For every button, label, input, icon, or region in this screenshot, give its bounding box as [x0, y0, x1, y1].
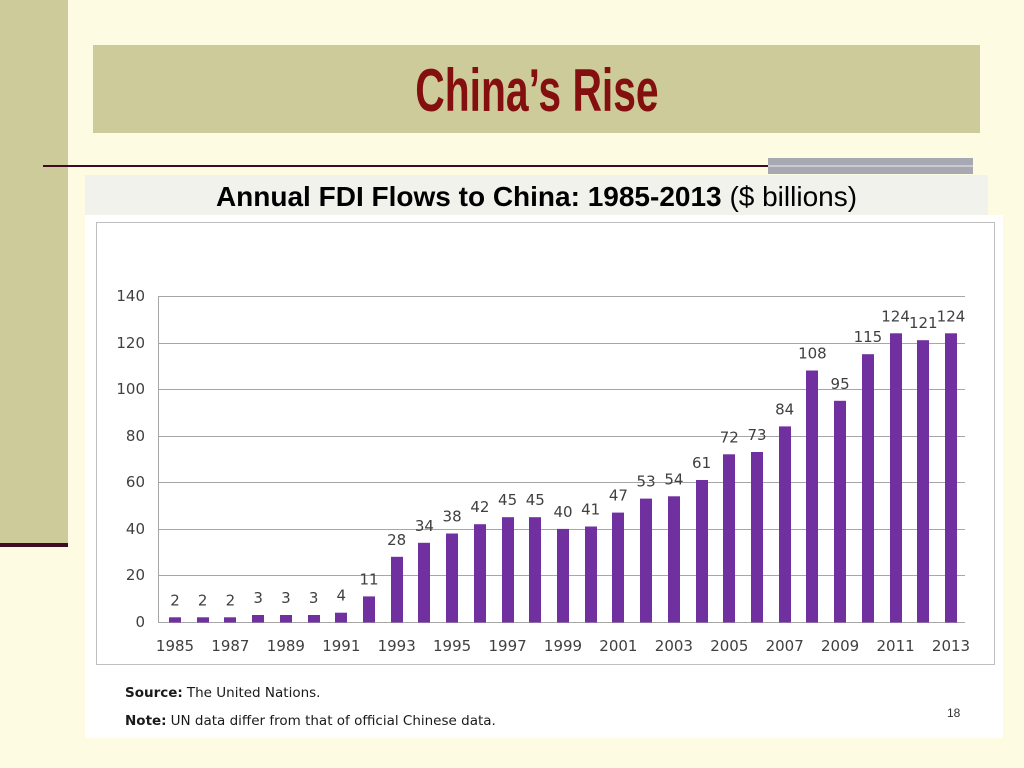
x-tick-label: 1997: [489, 637, 527, 655]
title-banner: China’s Rise: [93, 45, 980, 133]
data-label-1989: 3: [281, 589, 291, 607]
source-label: Source:: [125, 685, 183, 701]
data-label-1999: 40: [553, 503, 572, 521]
bar-2008: [806, 370, 818, 623]
data-label-2006: 73: [747, 426, 766, 444]
chart-title-unit: ($ billions): [729, 181, 858, 212]
bar-1993: [391, 556, 403, 623]
data-label-2013: 124: [937, 307, 966, 325]
y-tick-label: 60: [126, 473, 145, 491]
x-tick-label: 1985: [156, 637, 194, 655]
bar-2006: [751, 452, 763, 623]
bar-1987: [224, 617, 236, 623]
bar-2007: [779, 426, 791, 623]
data-label-1993: 28: [387, 531, 406, 549]
data-label-2010: 115: [854, 328, 883, 346]
title-divider-line: [43, 165, 770, 167]
x-tick-label: 2007: [766, 637, 804, 655]
x-tick-label: 2003: [655, 637, 693, 655]
x-tick-label: 2009: [821, 637, 859, 655]
bar-1988: [252, 615, 264, 623]
y-tick-label: 140: [116, 287, 145, 305]
bar-1989: [280, 615, 292, 623]
x-tick-label: 2005: [710, 637, 748, 655]
bar-1999: [557, 528, 569, 623]
data-note: Note: UN data differ from that of officia…: [125, 712, 496, 730]
title-divider-block-stripe: [768, 165, 973, 167]
data-label-2002: 53: [637, 473, 656, 491]
y-tick-label: 100: [116, 380, 145, 398]
data-label-1997: 45: [498, 491, 517, 509]
data-label-2004: 61: [692, 454, 711, 472]
data-label-2012: 121: [909, 314, 938, 332]
bar-2003: [668, 496, 680, 623]
note-label: Note:: [125, 713, 167, 729]
bar-1990: [308, 615, 320, 623]
bar-2010: [862, 354, 874, 623]
bar-1995: [446, 533, 458, 623]
data-label-2011: 124: [881, 307, 910, 325]
chart-title: Annual FDI Flows to China: 1985-2013: [215, 181, 722, 212]
bar-1986: [197, 617, 209, 623]
data-label-2007: 84: [775, 400, 794, 418]
data-label-2005: 72: [720, 428, 739, 446]
left-accent-rule: [0, 543, 68, 547]
x-tick-label: 1995: [433, 637, 471, 655]
x-tick-label: 2001: [599, 637, 637, 655]
data-label-1994: 34: [415, 517, 434, 535]
x-tick-label: 2013: [932, 637, 970, 655]
data-label-2003: 54: [664, 470, 683, 488]
data-label-2001: 47: [609, 487, 628, 505]
data-label-1990: 3: [309, 589, 319, 607]
data-label-1992: 11: [359, 570, 378, 588]
bar-2011: [890, 333, 902, 623]
note-text: UN data differ from that of official Chi…: [170, 713, 496, 729]
bar-1991: [335, 612, 347, 623]
x-tick-label: 2011: [877, 637, 915, 655]
data-label-1987: 2: [226, 591, 236, 609]
data-label-2000: 41: [581, 501, 600, 519]
source-text: The United Nations.: [186, 685, 321, 701]
data-label-1991: 4: [337, 587, 347, 605]
data-label-2009: 95: [831, 375, 850, 393]
slide-title: China’s Rise: [414, 57, 659, 124]
x-tick-label: 1987: [211, 637, 249, 655]
x-tick-label: 1993: [378, 637, 416, 655]
bar-2000: [585, 526, 597, 623]
data-label-1998: 45: [526, 491, 545, 509]
data-label-2008: 108: [798, 345, 827, 363]
page-number: 18: [947, 706, 961, 720]
x-tick-label: 1989: [267, 637, 305, 655]
bar-2009: [834, 400, 846, 623]
bar-2013: [945, 333, 957, 623]
bar-1998: [529, 517, 541, 623]
bar-1994: [418, 542, 430, 623]
bar-1996: [474, 524, 486, 623]
bar-2002: [640, 498, 652, 623]
left-accent-bar: [0, 0, 68, 543]
x-tick-label: 1991: [322, 637, 360, 655]
y-tick-label: 20: [126, 566, 145, 584]
chart-frame: 0 20 40 60 80 100 120 140 2 2 2 3 3 3 4 11 28 34 38 42 45 45 4…: [96, 222, 995, 665]
y-tick-label: 120: [116, 334, 145, 352]
bar-1992: [363, 596, 375, 623]
bar-1985: [169, 617, 181, 623]
data-label-1986: 2: [198, 591, 208, 609]
y-tick-label: 40: [126, 520, 145, 538]
bar-2001: [612, 512, 624, 623]
bar-1997: [502, 517, 514, 623]
data-label-1996: 42: [470, 498, 489, 516]
bar-2005: [723, 454, 735, 623]
x-tick-label: 1999: [544, 637, 582, 655]
bar-2012: [917, 340, 929, 623]
data-label-1988: 3: [253, 589, 263, 607]
data-label-1995: 38: [443, 508, 462, 526]
source-note: Source: The United Nations.: [125, 684, 320, 702]
bar-2004: [696, 480, 708, 623]
y-tick-label: 0: [135, 613, 145, 631]
chart-title-band: Annual FDI Flows to China: 1985-2013 ($ b…: [85, 175, 988, 215]
data-label-1985: 2: [170, 591, 180, 609]
y-tick-label: 80: [126, 427, 145, 445]
